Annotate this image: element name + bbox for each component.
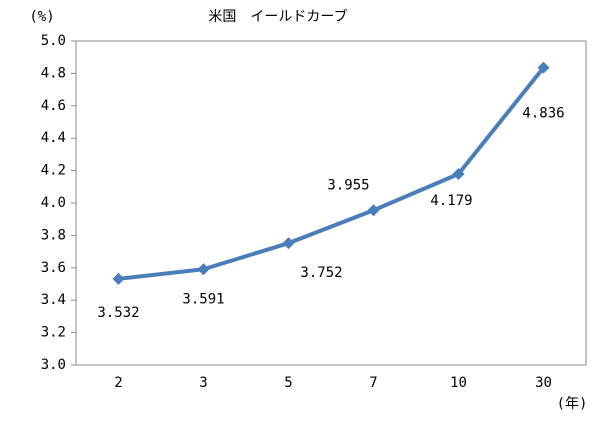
line: [118, 66, 546, 281]
marker: [282, 237, 295, 250]
chart-title: 米国 イールドカーブ: [208, 8, 347, 25]
data-label: 4.179: [430, 193, 472, 209]
x-tick-label: 2: [114, 375, 122, 391]
data-label: 3.591: [182, 291, 224, 307]
x-tick-label: 3: [199, 375, 207, 391]
y-tick-label: 3.8: [41, 227, 66, 243]
x-axis-label: (年): [557, 396, 588, 412]
y-tick-label: 4.6: [41, 98, 66, 114]
y-tick-label: 4.0: [41, 195, 66, 211]
marker: [367, 204, 380, 217]
y-tick-label: 5.0: [41, 33, 66, 49]
marker: [537, 61, 550, 74]
y-tick-label: 4.2: [41, 163, 66, 179]
y-tick-label: 4.8: [41, 65, 66, 81]
y-tick-label: 3.0: [41, 357, 66, 373]
x-tick-label: 10: [450, 375, 467, 391]
marker: [112, 272, 125, 285]
y-tick-label: 3.4: [41, 292, 66, 308]
data-label: 3.955: [327, 177, 369, 193]
data-label: 4.836: [522, 106, 564, 122]
y-axis-label: (%): [29, 9, 54, 25]
plot-frame: [75, 40, 587, 366]
data-label: 3.532: [97, 305, 139, 321]
marker: [452, 168, 465, 181]
marker: [197, 263, 210, 276]
data-label: 3.752: [300, 265, 342, 281]
x-tick-label: 5: [284, 375, 292, 391]
y-tick-label: 3.2: [41, 325, 66, 341]
y-tick-label: 4.4: [41, 130, 66, 146]
x-tick-label: 7: [369, 375, 377, 391]
y-tick-label: 3.6: [41, 260, 66, 276]
x-tick-label: 30: [535, 375, 552, 391]
